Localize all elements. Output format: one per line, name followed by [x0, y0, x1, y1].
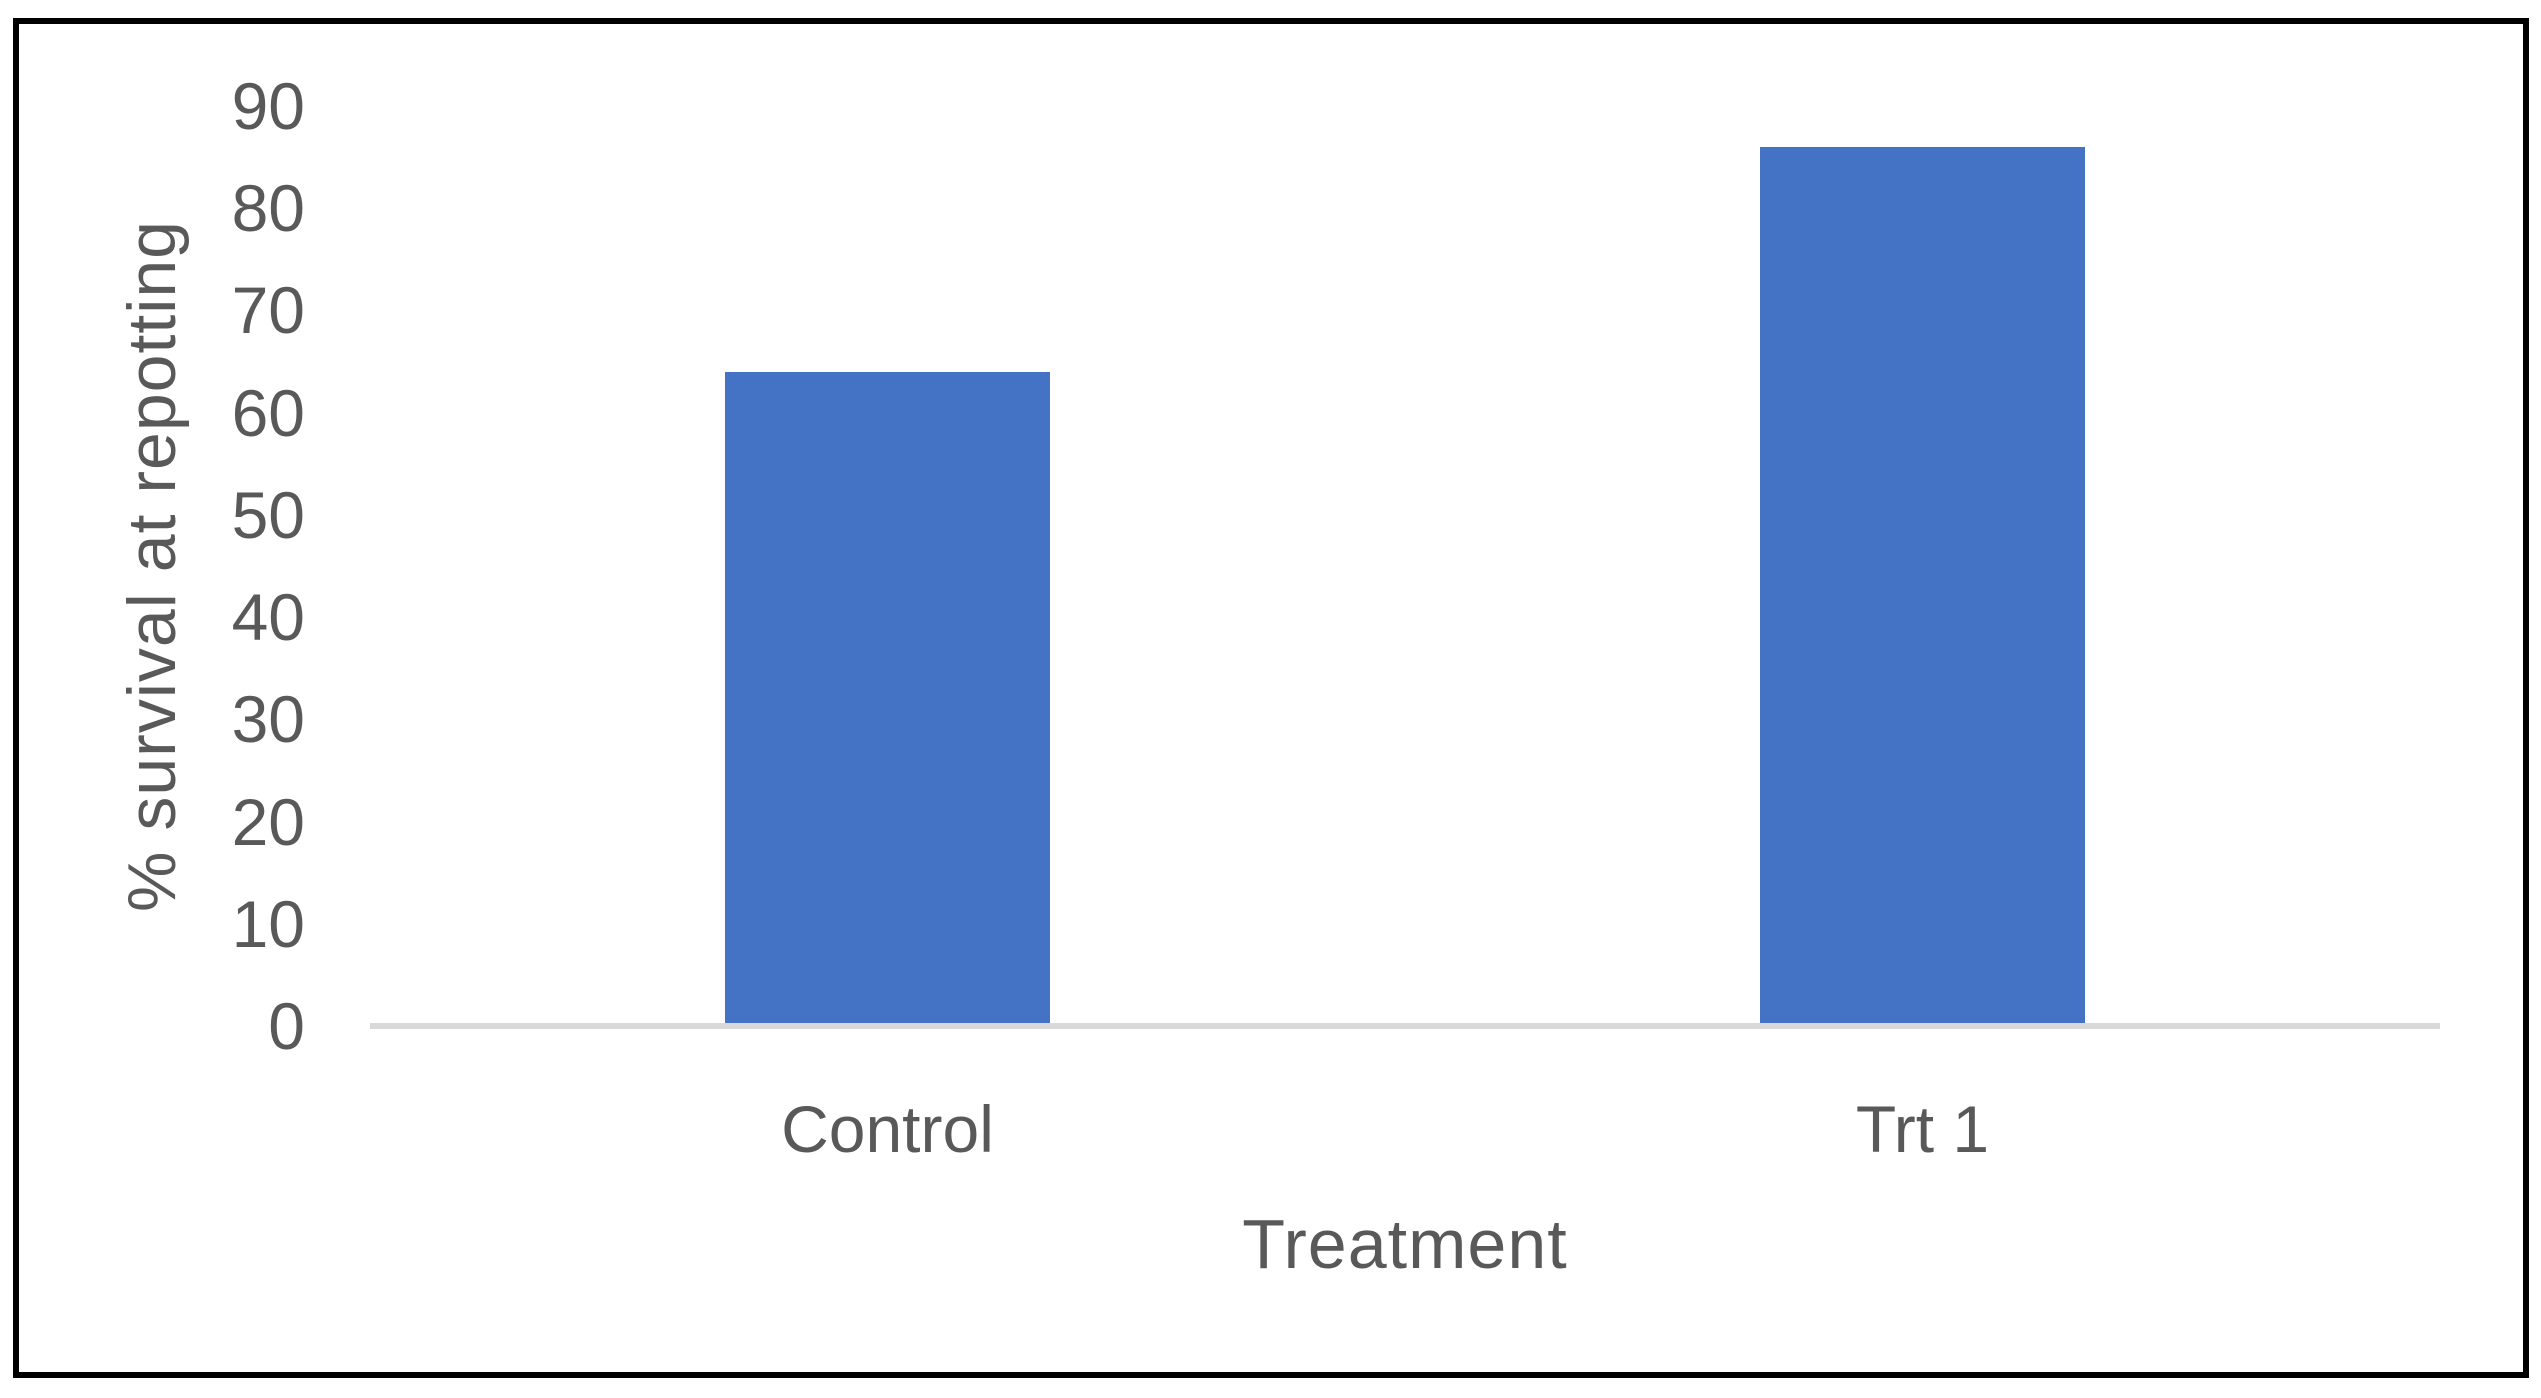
- y-tick-label-40: 40: [231, 580, 305, 655]
- x-category-label-trt-1: Trt 1: [1855, 1092, 1990, 1166]
- bar-control: [725, 371, 1050, 1026]
- y-tick-label-70: 70: [231, 273, 305, 348]
- y-tick-label-50: 50: [231, 477, 305, 552]
- y-tick-label-20: 20: [231, 784, 305, 859]
- y-tick-label-60: 60: [231, 375, 305, 450]
- x-category-label-control: Control: [781, 1092, 994, 1166]
- y-tick-label-80: 80: [231, 171, 305, 246]
- y-tick-label-10: 10: [231, 886, 305, 961]
- x-axis-title: Treatment: [1242, 1205, 1568, 1283]
- y-tick-label-0: 0: [268, 989, 305, 1063]
- y-tick-label-30: 30: [231, 682, 305, 757]
- bar-trt-1: [1760, 146, 2085, 1026]
- x-axis-line: [370, 1023, 2440, 1029]
- y-tick-label-90: 90: [231, 69, 305, 143]
